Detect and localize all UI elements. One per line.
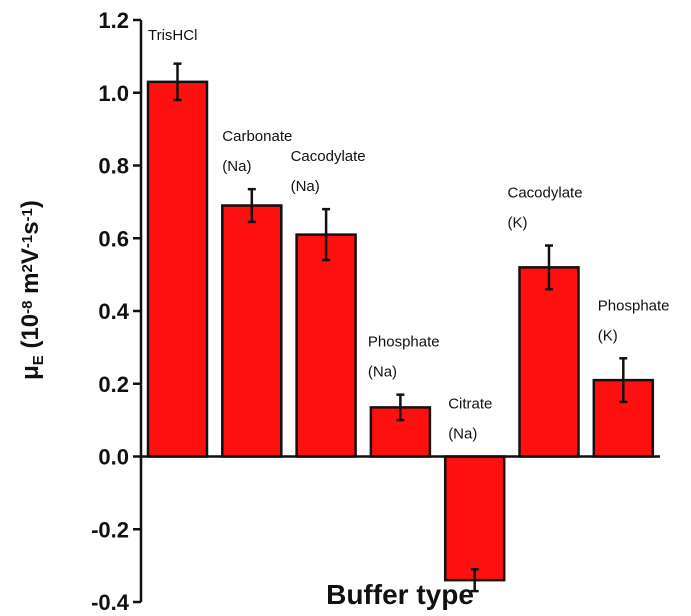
axes-group: -0.4 -0.2 0.0 0.2 0.4 0.6 0.8 1.0 1.2 xyxy=(91,8,660,615)
y-axis-label-part: ) xyxy=(17,200,44,208)
y-axis-label-part: E xyxy=(30,355,47,365)
y-tick-label: 1.2 xyxy=(98,8,129,33)
category-label: Cacodylate xyxy=(291,148,366,165)
y-axis-label-part: 2 xyxy=(19,264,36,272)
y-tick-label: 0.0 xyxy=(98,445,129,470)
category-label: Citrate xyxy=(448,396,492,413)
bar xyxy=(518,266,580,458)
category-label: (Na) xyxy=(222,158,251,175)
bars-group xyxy=(146,62,655,593)
category-label: (K) xyxy=(598,327,618,344)
y-axis-label-part: -1 xyxy=(19,208,36,221)
y-tick-label: 1.0 xyxy=(98,81,129,106)
y-axis-label-part: -1 xyxy=(19,235,36,248)
y-tick-label: 0.4 xyxy=(98,299,129,324)
x-axis-label: Buffer type xyxy=(326,579,474,610)
category-label: Phosphate xyxy=(598,297,670,314)
bar xyxy=(146,80,209,458)
y-axis-label-part: -8 xyxy=(19,301,36,314)
y-axis-label-part: μ xyxy=(17,365,44,380)
category-label: Carbonate xyxy=(222,128,292,145)
category-label: (Na) xyxy=(291,178,320,195)
y-axis-label-part: V xyxy=(17,248,44,264)
y-tick-label: -0.2 xyxy=(91,517,129,542)
y-tick-label: -0.4 xyxy=(91,590,130,615)
category-label: Phosphate xyxy=(368,334,440,351)
bar xyxy=(221,204,283,458)
bar xyxy=(295,233,357,458)
category-label: Cacodylate xyxy=(508,185,583,202)
y-axis-label-part: m xyxy=(17,272,44,300)
category-label: (Na) xyxy=(448,426,477,443)
y-tick-label: 0.6 xyxy=(98,226,129,251)
category-label: (Na) xyxy=(368,364,397,381)
bar xyxy=(443,455,506,582)
category-label: (K) xyxy=(508,215,528,232)
category-labels: TrisHCl Carbonate (Na) Cacodylate (Na) Phosph… xyxy=(148,27,670,443)
y-tick-label: 0.8 xyxy=(98,154,129,179)
y-axis-label: μE (10-8 m2V-1s-1) xyxy=(17,200,47,380)
y-axis-label-part: s xyxy=(17,221,44,234)
y-axis-label-part: (10 xyxy=(17,314,44,355)
y-tick-label: 0.2 xyxy=(98,372,129,397)
category-label: TrisHCl xyxy=(148,27,197,44)
